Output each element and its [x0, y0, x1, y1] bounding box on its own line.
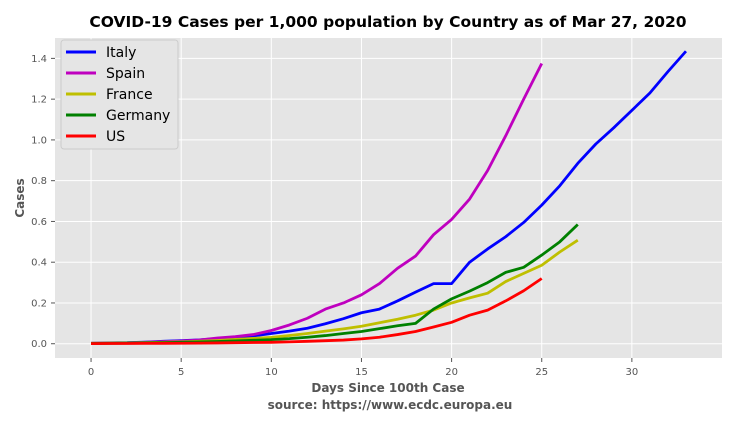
legend-box	[60, 39, 179, 150]
y-axis-label: Cases	[13, 178, 27, 217]
y-tick-label: 1.0	[31, 135, 47, 146]
x-tick-label: 30	[625, 367, 638, 378]
x-tick-label: 15	[355, 367, 368, 378]
x-tick-label: 0	[88, 367, 94, 378]
y-tick-label: 0.2	[31, 298, 47, 309]
x-tick-label: 10	[265, 367, 278, 378]
legend-label-italy: Italy	[106, 45, 136, 61]
legend-label-france: France	[106, 87, 153, 103]
series-lines	[91, 50, 687, 346]
y-tick-label: 1.4	[31, 54, 47, 65]
x-axis-source: source: https://www.ecdc.europa.eu	[268, 398, 513, 412]
x-tick-label: 25	[535, 367, 548, 378]
x-axis-label: Days Since 100th Case	[311, 381, 464, 395]
x-tick-label: 20	[445, 367, 458, 378]
legend-label-spain: Spain	[106, 66, 145, 82]
x-tick-label: 5	[178, 367, 184, 378]
y-tick-label: 0.6	[31, 217, 47, 228]
y-tick-label: 0.8	[31, 176, 47, 187]
chart-title: COVID-19 Cases per 1,000 population by C…	[89, 13, 686, 31]
legend-label-us: US	[106, 129, 125, 145]
y-tick-label: 1.2	[31, 95, 47, 106]
y-tick-label: 0.0	[31, 339, 47, 350]
series-line-us	[91, 277, 543, 346]
legend: Italy Spain France Germany US	[60, 39, 179, 150]
x-axis-ticks: 0 5 10 15 20 25 30	[88, 358, 638, 378]
y-axis-ticks: 0.0 0.2 0.4 0.6 0.8 1.0 1.2 1.4	[31, 54, 55, 350]
legend-label-germany: Germany	[106, 108, 170, 124]
y-tick-label: 0.4	[31, 258, 47, 269]
